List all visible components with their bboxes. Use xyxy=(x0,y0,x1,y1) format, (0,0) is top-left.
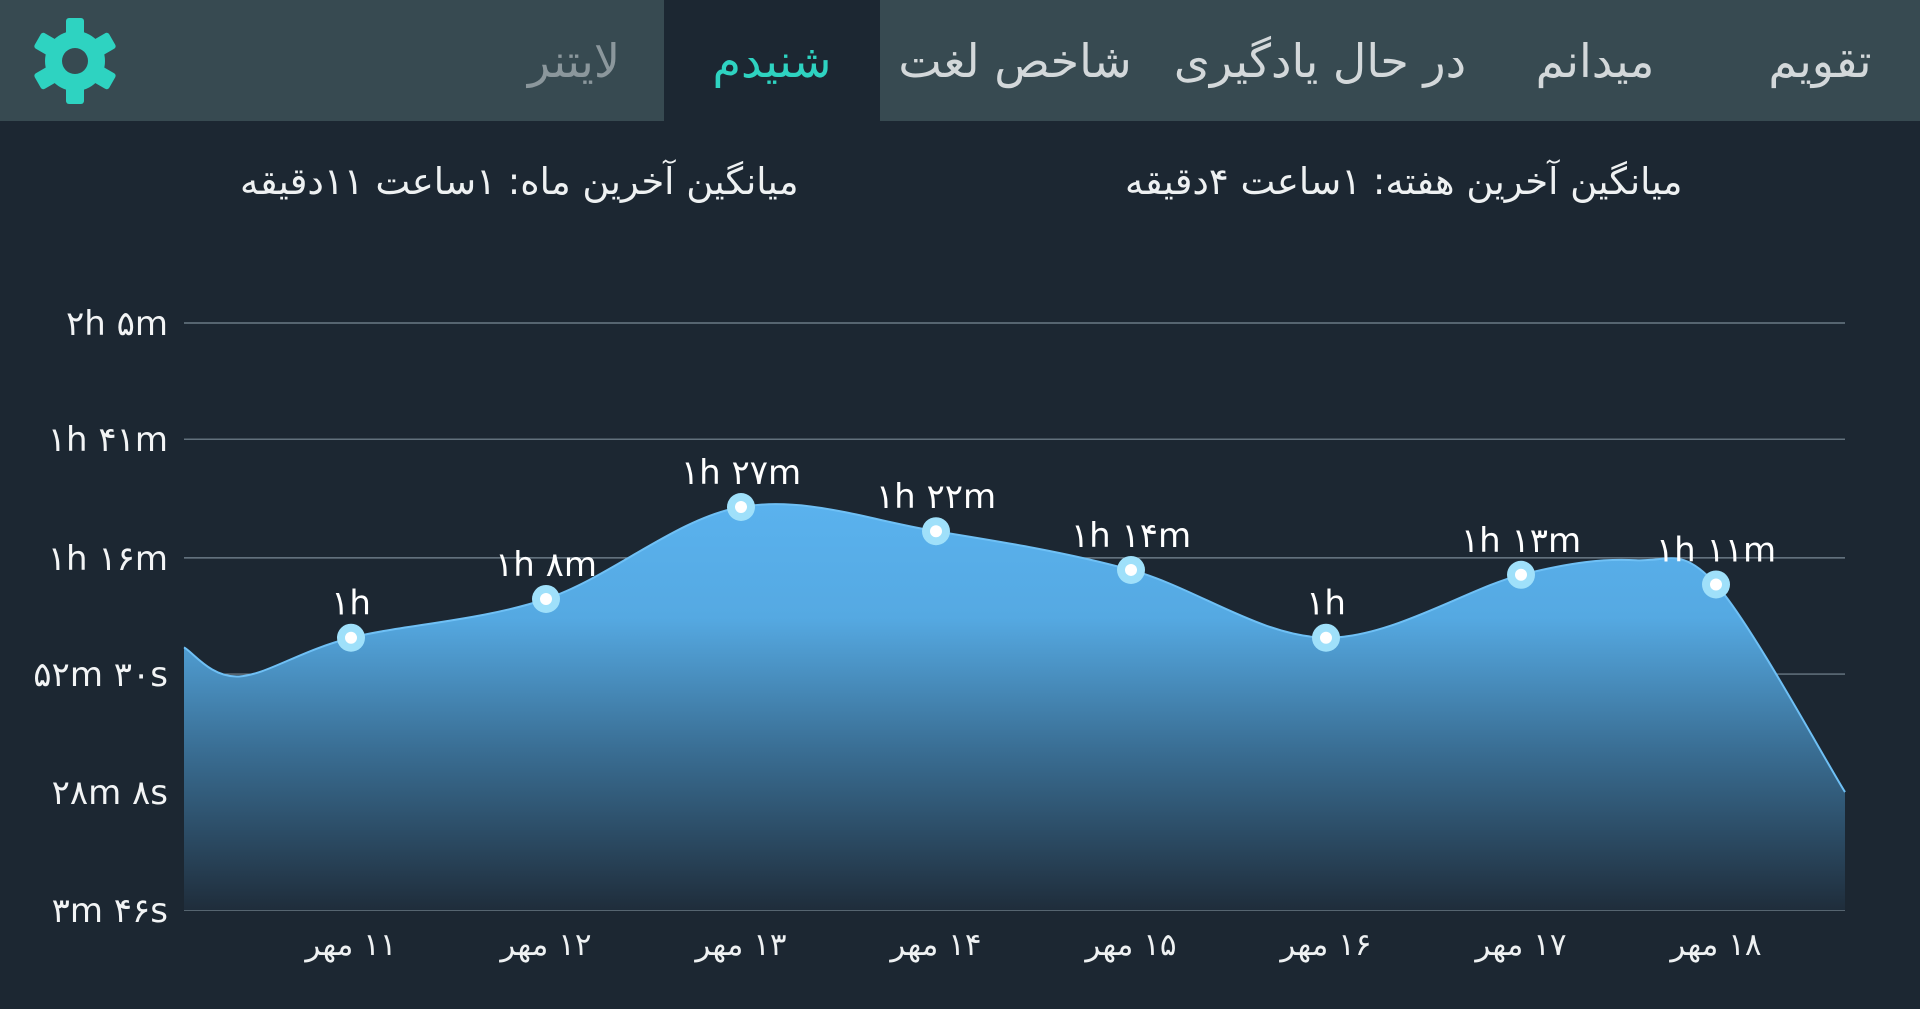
data-label: ۱h ۱۳m xyxy=(1461,521,1581,561)
tab-calendar[interactable]: تقویم xyxy=(1768,33,1872,88)
x-tick-label: ۱۵ مهر xyxy=(1083,927,1176,963)
x-tick-label: ۱۸ مهر xyxy=(1668,927,1761,963)
data-label: ۱h xyxy=(331,584,371,624)
data-point-center xyxy=(1710,578,1722,591)
x-tick-label: ۱۳ مهر xyxy=(693,927,786,963)
tab-leitner[interactable]: لایتنر xyxy=(527,33,621,88)
y-tick-label: ۵۲m ۳۰s xyxy=(33,655,168,695)
data-point-center xyxy=(540,592,552,605)
data-label: ۱h ۸m xyxy=(495,545,597,585)
data-label: ۱h ۱۱m xyxy=(1656,530,1776,570)
data-point-center xyxy=(345,631,357,644)
data-point-center xyxy=(1515,568,1527,581)
data-label: ۱h ۱۴m xyxy=(1071,516,1191,556)
x-tick-label: ۱۱ مهر xyxy=(303,927,396,963)
week-average-text: میانگین آخرین هفته: ۱ساعت ۴دقیقه xyxy=(1125,160,1683,203)
y-tick-label: ۳m ۴۶s xyxy=(52,891,168,931)
data-point-center xyxy=(1125,563,1137,576)
chart-area-fill xyxy=(184,504,1845,910)
data-point-center xyxy=(1320,631,1332,644)
y-tick-label: ۱h ۱۶m xyxy=(48,539,168,579)
settings-button[interactable] xyxy=(28,14,122,108)
top-tab-bar: لایتنر شنیدم شاخص لغت در حال یادگیری مید… xyxy=(0,0,1920,121)
y-tick-label: ۲۸m ۸s xyxy=(52,773,168,813)
data-label: ۱h ۲۷m xyxy=(681,453,801,493)
chart-area-line xyxy=(183,503,1846,793)
tab-learning[interactable]: در حال یادگیری xyxy=(1173,33,1467,88)
x-tick-label: ۱۷ مهر xyxy=(1473,927,1566,963)
month-average-text: میانگین آخرین ماه: ۱ساعت ۱۱دقیقه xyxy=(240,160,799,203)
x-tick-label: ۱۲ مهر xyxy=(498,927,591,963)
x-tick-label: ۱۴ مهر xyxy=(888,927,981,963)
gear-icon xyxy=(34,18,116,104)
y-tick-label: ۱h ۴۱m xyxy=(48,420,168,460)
data-label: ۱h xyxy=(1306,584,1346,624)
y-tick-label: ۲h ۵m xyxy=(66,304,168,344)
tab-heard[interactable]: شنیدم xyxy=(664,0,880,121)
x-tick-label: ۱۶ مهر xyxy=(1278,927,1371,963)
data-point-center xyxy=(930,525,942,538)
data-label: ۱h ۲۲m xyxy=(876,477,996,517)
data-point-center xyxy=(735,500,747,513)
tab-i-know[interactable]: میدانم xyxy=(1535,33,1655,88)
tab-word-index[interactable]: شاخص لغت xyxy=(898,33,1132,88)
